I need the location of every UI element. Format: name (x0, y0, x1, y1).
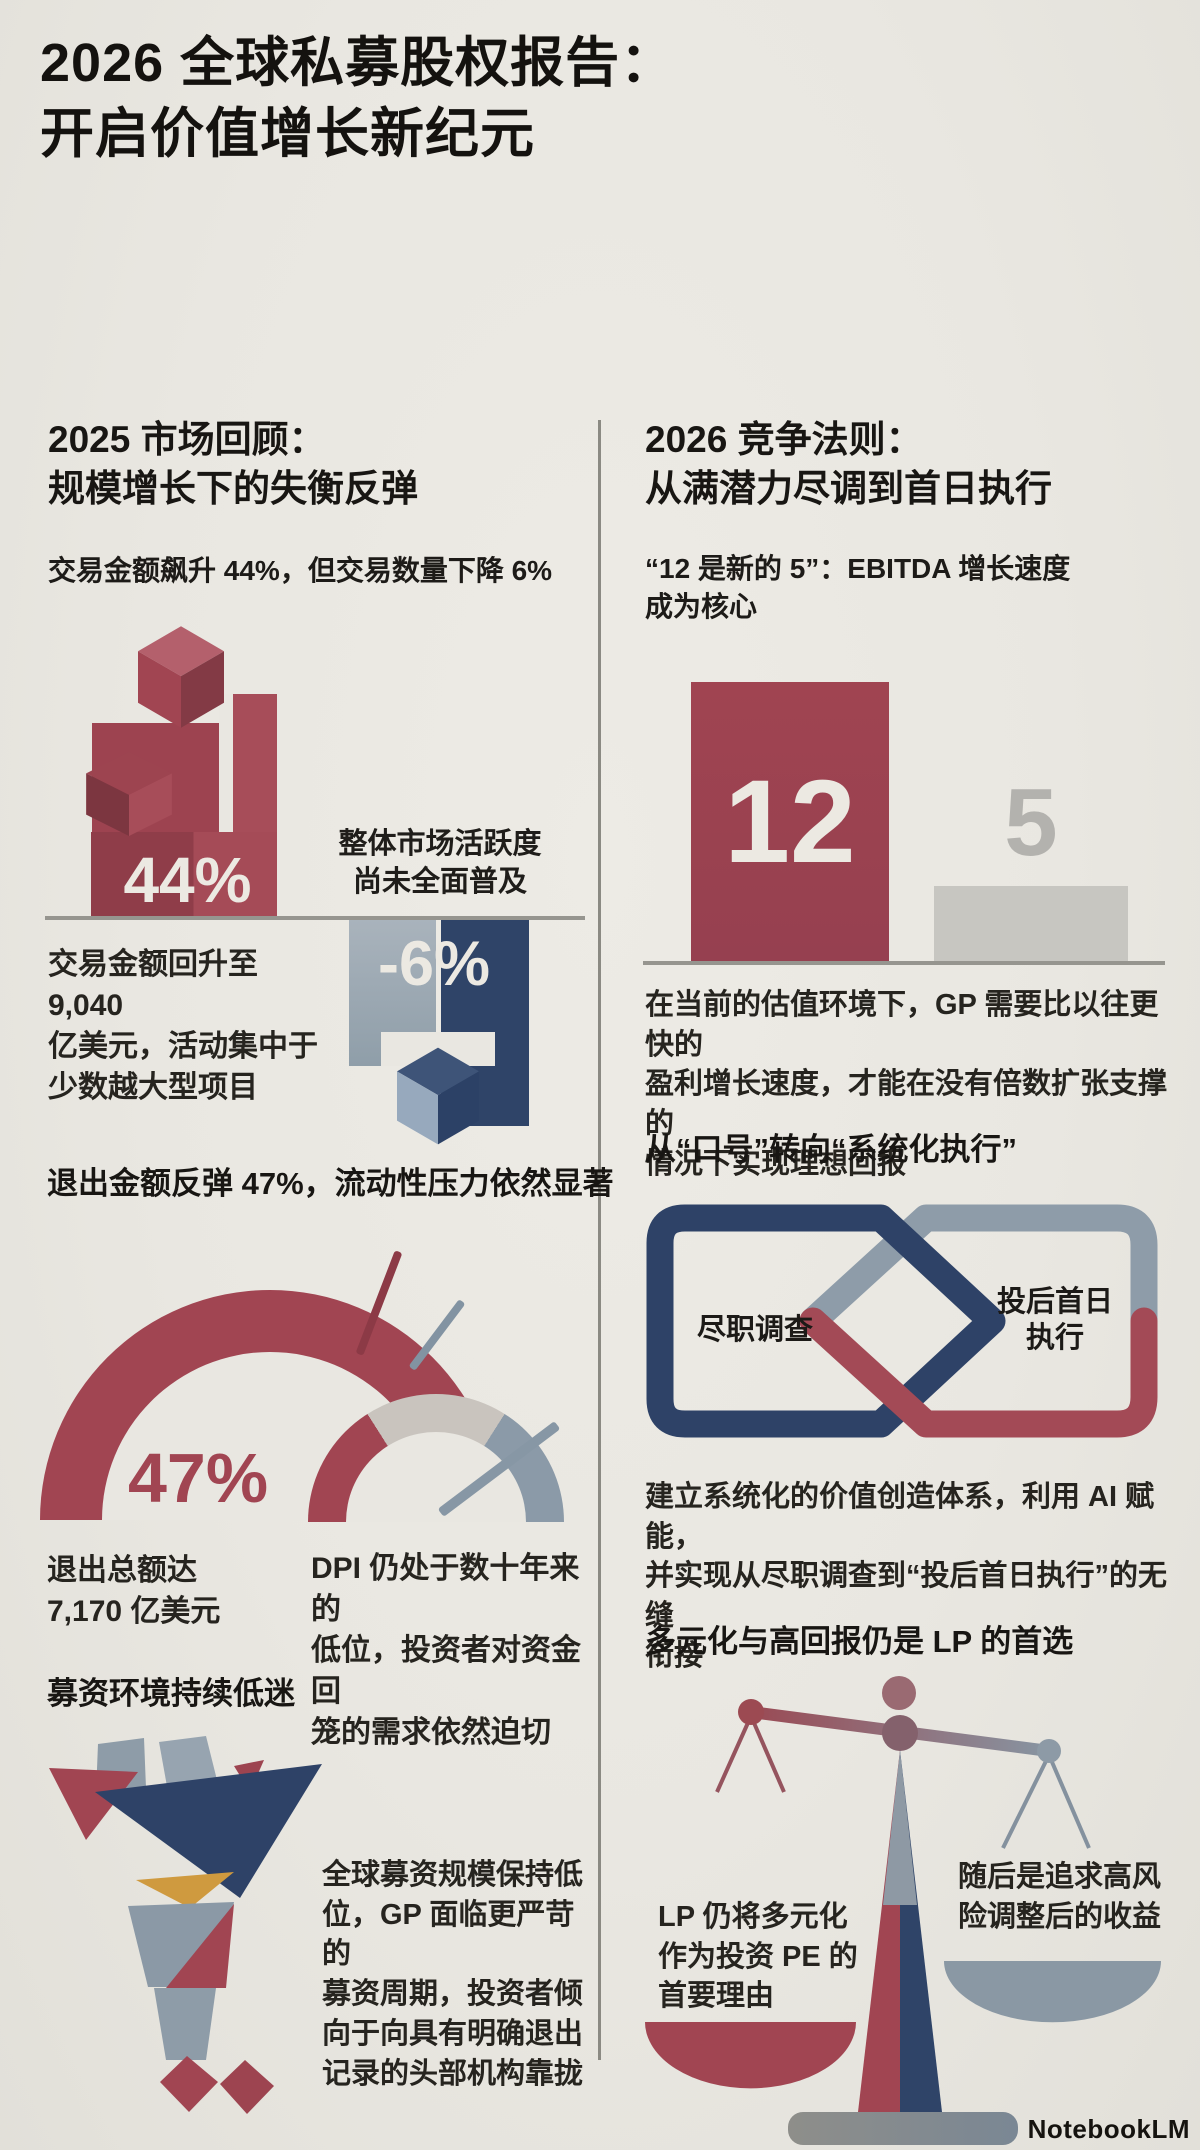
deal-note: 整体市场活跃度 尚未全面普及 (338, 828, 542, 898)
left-chart-baseline (45, 916, 585, 920)
chain-label-left: 尽职调查 (697, 1314, 814, 1346)
execution-heading: 从“口号”转向“系统化执行” (645, 1132, 1017, 1167)
ebitda-bar-12-value: 12 (724, 756, 856, 888)
red-cube-large-icon (138, 626, 224, 728)
deal-value-down: -6% (377, 929, 491, 999)
execution-caption: 建立系统化的价值创造体系，利用 AI 赋能， 并实现从尽职调查到“投后首日执行”… (645, 1481, 1168, 1672)
column-divider (598, 420, 601, 2060)
right-section-header: 2026 竞争法则： 从满潜力尽调到首日执行 (645, 419, 1052, 509)
chain-label-right: 投后首日 执行 (996, 1286, 1113, 1355)
footer-brand-text: NotebookLM (1027, 2113, 1190, 2144)
gauge-tick-slate (408, 1299, 466, 1371)
exit-gauge-value: 47% (128, 1439, 269, 1517)
bar-gap (219, 694, 233, 848)
fundraising-caption: 全球募资规模保持低 位，GP 面临更严苛的 募资周期，投资者倾 向于向具有明确退… (322, 1859, 584, 2090)
exits-heading: 退出金额反弹 47%，流动性压力依然显著 (47, 1166, 614, 1201)
funnel-illustration (49, 1736, 322, 2114)
right-chart-baseline (643, 961, 1165, 965)
deals-caption: 交易金额回升至 9,040 亿美元，活动集中于 少数越大型项目 (48, 948, 318, 1105)
lp-left-label: LP 仍将多元化 作为投资 PE 的 首要理由 (658, 1901, 858, 2013)
ebitda-caption: 在当前的估值环境下，GP 需要比以往更快的 盈利增长速度，才能在没有倍数扩张支撑… (645, 989, 1168, 1180)
ebitda-bar-12: 12 (691, 682, 889, 962)
left-section-header: 2025 市场回顾： 规模增长下的失衡反弹 (48, 419, 418, 509)
fundraising-heading: 募资环境持续低迷 (47, 1676, 295, 1711)
red-cube-small-icon (86, 752, 172, 836)
navy-cube-icon (397, 1047, 479, 1145)
page-title: 2026 全球私募股权报告： 开启价值增长新纪元 (40, 33, 676, 165)
exits-caption-right: DPI 仍处于数十年来的 低位，投资者对资金回 笼的需求依然迫切 (311, 1552, 581, 1750)
exits-caption-left: 退出总额达 7,170 亿美元 (47, 1554, 221, 1629)
deals-subtitle: 交易金额飙升 44%，但交易数量下降 6% (48, 555, 553, 586)
ebitda-subtitle: “12 是新的 5”：EBITDA 增长速度 成为核心 (645, 553, 1071, 622)
ebitda-bar-5-value: 5 (1004, 769, 1058, 876)
balance-scale-illustration (645, 1676, 1161, 2145)
deal-value-bar-main (91, 832, 277, 920)
chain-links-illustration (646, 1204, 1158, 1438)
lp-right-label: 随后是追求高风 险调整后的收益 (958, 1861, 1162, 1933)
lp-heading: 多元化与高回报仍是 LP 的首选 (645, 1624, 1074, 1659)
footer-brand: NotebookLM (1027, 2112, 1190, 2146)
deal-value-up: 44% (123, 844, 252, 916)
ebitda-bar-5 (934, 886, 1128, 961)
